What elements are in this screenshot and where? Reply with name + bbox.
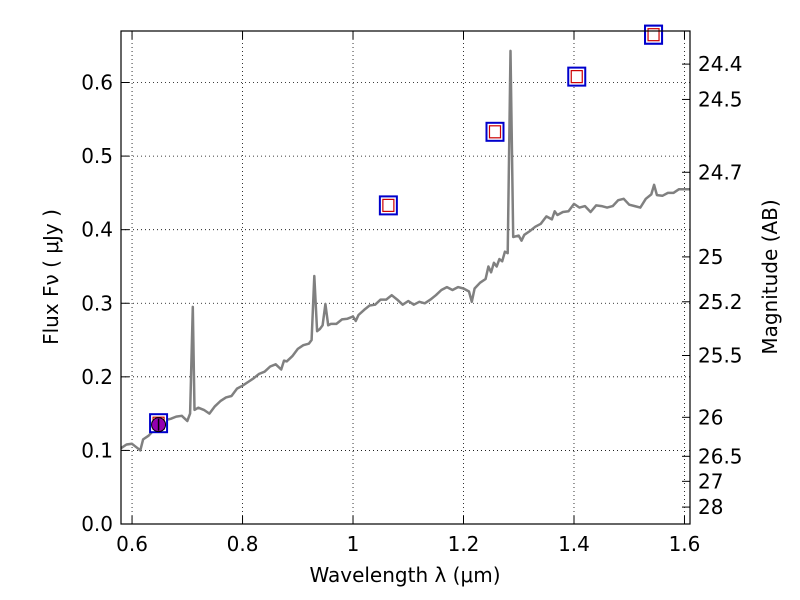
x-axis-label: Wavelength λ (μm): [309, 563, 500, 587]
photometry-markers: [149, 24, 664, 434]
photometry-box-inner: [382, 198, 395, 212]
magnitude-tick-label: 24.7: [698, 160, 743, 184]
magnitude-tick-label: 26: [698, 405, 723, 429]
photometry-box-outer: [567, 66, 587, 87]
magnitude-tick-label: 25.2: [698, 290, 743, 314]
photometry-box-outer: [644, 24, 664, 45]
grid-lines: [121, 31, 690, 524]
magnitude-tick-label: 25.5: [698, 343, 743, 367]
magnitude-tick-label: 27: [698, 469, 723, 493]
x-tick-label: 1.2: [448, 532, 480, 556]
y-tick-label: 0.5: [81, 144, 113, 168]
magnitude-tick-label: 26.5: [698, 444, 743, 468]
photometry-point-edge: [644, 24, 664, 45]
x-axis-ticks: 0.6 0.8 1 1.2 1.4 1.6: [116, 31, 700, 556]
spectrum-layer: [120, 49, 690, 452]
photometry-box-inner: [647, 28, 660, 42]
photometry-box-outer: [378, 195, 398, 216]
spectrum-line: [120, 49, 690, 452]
photometry-point: [485, 121, 505, 142]
y-tick-label: 0.2: [81, 365, 113, 389]
magnitude-tick-label: 24.4: [698, 52, 743, 76]
y-axis-label: Flux Fν ( μJy ): [39, 209, 63, 345]
y-tick-label: 0.4: [81, 218, 113, 242]
photometry-box-outer: [485, 121, 505, 142]
measured-data-point: [151, 417, 167, 433]
x-tick-label: 0.8: [227, 532, 259, 556]
plot-area-frame: [120, 30, 691, 525]
y-tick-label: 0.6: [81, 71, 113, 95]
x-tick-label: 0.6: [116, 532, 148, 556]
y-tick-label: 0.1: [81, 438, 113, 462]
y-tick-label: 0.0: [81, 512, 113, 536]
magnitude-tick-label: 24.5: [698, 87, 743, 111]
x-tick-label: 1.6: [669, 532, 701, 556]
photometry-box-inner: [488, 125, 502, 139]
x-tick-label: 1.4: [558, 532, 590, 556]
photometry-box-inner: [570, 70, 583, 84]
y-tick-label: 0.3: [81, 291, 113, 315]
magnitude-tick-label: 25: [698, 245, 723, 269]
x-tick-label: 1: [347, 532, 360, 556]
magnitude-axis-label: Magnitude (AB): [758, 199, 782, 354]
photometry-point: [567, 66, 587, 87]
magnitude-tick-label: 28: [698, 495, 723, 519]
y-axis-ticks: 0.0 0.1 0.2 0.3 0.4 0.5 0.6: [81, 71, 129, 536]
photometry-point: [378, 195, 398, 216]
